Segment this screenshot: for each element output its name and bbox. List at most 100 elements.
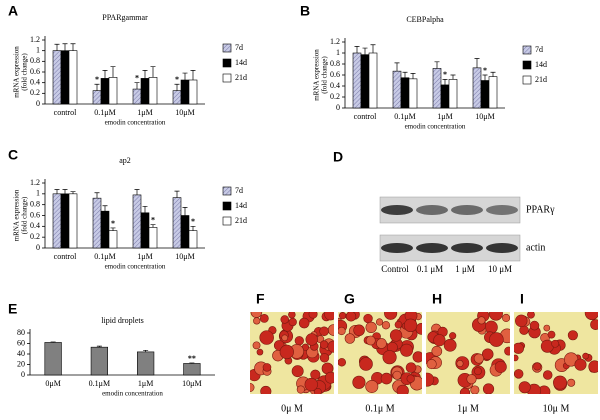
cell	[533, 362, 542, 371]
significance-marker: **	[188, 354, 196, 363]
cell	[279, 344, 294, 360]
bar	[132, 194, 142, 249]
y-axis-label: mRNA expression	[313, 49, 321, 101]
error-bar	[354, 46, 360, 53]
cell	[504, 346, 510, 356]
bar	[448, 79, 458, 109]
cell	[319, 353, 330, 363]
bar	[180, 215, 190, 249]
panel-letter: C	[8, 147, 18, 163]
bar	[148, 77, 158, 105]
cell	[294, 336, 304, 346]
error-bar	[70, 43, 76, 51]
error-bar	[102, 70, 108, 79]
error-bar	[450, 74, 456, 80]
cell	[400, 343, 414, 357]
x-tick-label: 1μM	[138, 379, 153, 388]
panel-letter: F	[256, 291, 265, 307]
x-tick-label: 0.1μM	[394, 112, 415, 121]
bar	[188, 230, 198, 249]
error-bar	[490, 71, 496, 77]
cell	[514, 354, 519, 362]
y-axis-label: mRNA expression	[13, 189, 21, 241]
legend-swatch	[222, 43, 232, 53]
cell	[405, 362, 417, 373]
error-bar	[394, 62, 400, 72]
bar	[60, 50, 70, 105]
cell	[543, 324, 551, 332]
x-tick-label: 1μM	[137, 252, 152, 261]
cell	[259, 330, 274, 345]
cell	[459, 387, 471, 394]
blot-lane-label: 10 μM	[488, 264, 512, 274]
legend-swatch	[222, 73, 232, 83]
bar	[92, 90, 102, 105]
error-bar	[482, 74, 488, 81]
cell	[553, 375, 567, 390]
cell	[433, 334, 446, 347]
x-tick-label: 0.1μM	[94, 108, 115, 117]
cell	[365, 379, 379, 393]
cell	[547, 330, 556, 339]
micrograph	[514, 312, 598, 394]
cell	[514, 369, 524, 379]
blot-lane-label: Control	[381, 264, 409, 274]
y-tick-label: 0.2	[30, 232, 40, 241]
error-bar	[94, 192, 100, 199]
error-bar	[362, 47, 368, 55]
cell	[338, 326, 346, 336]
cell	[527, 312, 535, 319]
bar	[180, 79, 190, 105]
bar	[60, 193, 70, 249]
cell	[590, 319, 598, 330]
cell	[466, 374, 477, 385]
blot-band	[451, 243, 483, 253]
x-tick-label: 10μM	[182, 379, 201, 388]
bar	[52, 193, 62, 249]
bar	[432, 68, 442, 109]
x-tick-label: 0.1μM	[89, 379, 110, 388]
x-tick-label: control	[354, 112, 377, 121]
cell	[296, 385, 305, 394]
cell	[327, 340, 334, 353]
blot-band	[381, 205, 413, 215]
cell	[412, 351, 422, 363]
bar	[400, 77, 410, 109]
bar	[360, 54, 370, 109]
significance-marker: *	[151, 216, 155, 225]
legend-label: 7d	[535, 45, 543, 54]
legend-label: 14d	[235, 58, 247, 67]
error-bar	[134, 82, 140, 90]
cell	[352, 375, 366, 389]
error-bar	[442, 79, 448, 85]
cell	[426, 372, 435, 387]
cell	[281, 334, 289, 342]
bar	[352, 52, 362, 109]
cell	[382, 350, 397, 365]
legend-swatch	[522, 45, 532, 55]
y-tick-label: 0.8	[30, 199, 40, 208]
cell	[481, 348, 494, 360]
error-bar	[102, 205, 108, 212]
cell	[305, 333, 318, 346]
cell	[588, 360, 598, 373]
significance-marker: *	[95, 75, 99, 84]
x-axis-label: emodin concentration	[105, 119, 166, 127]
legend-swatch	[222, 186, 232, 196]
y-tick-label: 0.4	[330, 81, 340, 90]
cell	[344, 333, 356, 344]
y-axis-label: mRNA expression	[13, 46, 21, 98]
error-bar	[174, 83, 180, 91]
cell	[363, 313, 373, 324]
cell	[324, 371, 334, 384]
bar	[100, 210, 110, 249]
error-bar	[402, 71, 408, 78]
bar	[183, 363, 201, 376]
chart-title: lipid droplets	[101, 316, 143, 325]
cell	[308, 312, 318, 319]
blot-band	[381, 243, 413, 253]
error-bar	[370, 44, 376, 53]
cell	[280, 315, 289, 324]
cell	[456, 360, 464, 368]
cell	[392, 370, 402, 380]
